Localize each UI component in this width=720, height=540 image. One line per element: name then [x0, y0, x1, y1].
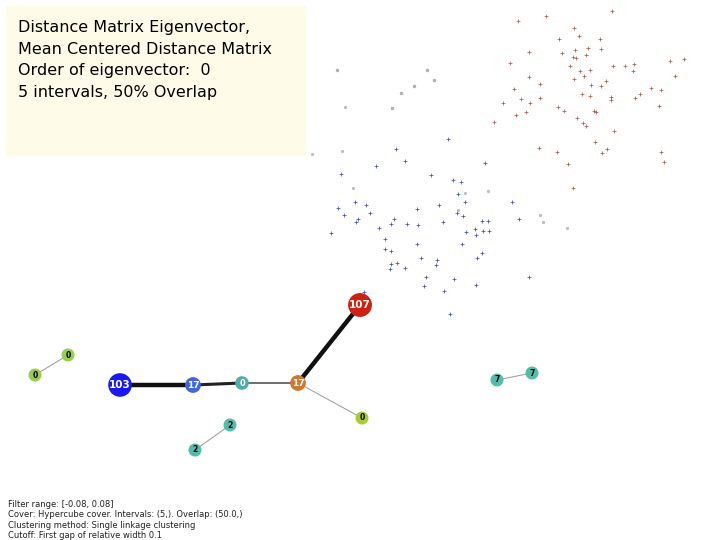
- Point: [385, 260, 397, 269]
- Point: [469, 225, 481, 233]
- Point: [557, 49, 568, 57]
- Text: 17: 17: [292, 379, 305, 388]
- Point: [507, 198, 518, 207]
- Text: Distance Matrix Eigenvector,
Mean Centered Distance Matrix
Order of eigenvector:: Distance Matrix Eigenvector, Mean Center…: [18, 20, 272, 100]
- Point: [595, 149, 607, 158]
- Point: [352, 215, 364, 224]
- Point: [339, 103, 351, 112]
- Point: [595, 45, 607, 53]
- Point: [447, 176, 459, 184]
- Point: [558, 107, 570, 116]
- Point: [608, 126, 620, 135]
- Point: [584, 92, 595, 100]
- Point: [385, 220, 397, 228]
- Text: 0: 0: [239, 379, 245, 388]
- Point: [553, 34, 564, 43]
- Point: [443, 134, 454, 143]
- Point: [679, 55, 690, 64]
- Point: [456, 239, 468, 248]
- Circle shape: [62, 349, 73, 361]
- Point: [399, 157, 410, 165]
- Point: [568, 24, 580, 32]
- Point: [564, 62, 576, 71]
- Text: 17: 17: [186, 381, 199, 389]
- Point: [437, 218, 449, 226]
- Point: [656, 86, 667, 94]
- Point: [535, 93, 546, 102]
- Point: [654, 102, 665, 111]
- Point: [482, 186, 494, 195]
- Point: [477, 227, 489, 235]
- Point: [422, 65, 433, 74]
- Point: [361, 200, 372, 209]
- Point: [577, 90, 588, 99]
- Text: 0: 0: [32, 370, 37, 380]
- Point: [359, 287, 370, 296]
- Text: 7: 7: [495, 375, 500, 384]
- Point: [570, 53, 582, 62]
- Point: [568, 75, 580, 84]
- Point: [520, 108, 531, 117]
- Point: [459, 189, 470, 198]
- Point: [658, 158, 670, 167]
- Point: [461, 227, 472, 236]
- Point: [534, 144, 545, 153]
- Point: [418, 282, 429, 291]
- Circle shape: [491, 374, 503, 386]
- Point: [401, 219, 413, 228]
- Circle shape: [109, 374, 131, 396]
- Text: Filter range: [-0.08, 0.08]
Cover: Hypercube cover. Intervals: (5,). Overlap: (5: Filter range: [-0.08, 0.08] Cover: Hyper…: [8, 500, 243, 540]
- Point: [331, 66, 343, 75]
- Point: [646, 83, 657, 92]
- Point: [523, 273, 535, 281]
- Point: [573, 31, 585, 40]
- Point: [483, 227, 495, 235]
- Point: [409, 82, 420, 91]
- Point: [585, 65, 596, 74]
- Point: [472, 254, 483, 263]
- Point: [373, 224, 384, 232]
- Point: [569, 46, 580, 55]
- Circle shape: [236, 377, 248, 389]
- Point: [488, 117, 500, 126]
- Point: [553, 103, 564, 111]
- Point: [665, 57, 676, 65]
- Point: [588, 106, 600, 115]
- Point: [433, 201, 445, 210]
- Text: 7: 7: [529, 368, 535, 377]
- Point: [619, 62, 631, 71]
- Point: [504, 58, 516, 67]
- Point: [562, 224, 573, 233]
- Point: [476, 217, 487, 225]
- Point: [385, 247, 397, 255]
- Point: [379, 245, 391, 253]
- Text: 2: 2: [192, 446, 197, 455]
- Point: [513, 17, 524, 25]
- Point: [412, 220, 423, 229]
- Point: [349, 197, 361, 206]
- Point: [590, 108, 602, 117]
- Point: [579, 72, 590, 80]
- Point: [351, 218, 362, 226]
- Point: [482, 217, 494, 225]
- Point: [431, 256, 443, 265]
- Point: [513, 215, 525, 224]
- Point: [452, 190, 464, 199]
- Point: [306, 150, 318, 159]
- Circle shape: [189, 444, 201, 456]
- Point: [629, 59, 640, 68]
- Point: [337, 146, 348, 155]
- Point: [410, 204, 422, 213]
- Point: [534, 80, 546, 89]
- Text: 2: 2: [228, 421, 233, 429]
- Circle shape: [526, 367, 538, 379]
- Point: [325, 228, 337, 237]
- Point: [470, 231, 482, 239]
- Point: [655, 147, 667, 156]
- Point: [590, 138, 601, 146]
- Circle shape: [30, 369, 41, 381]
- Point: [420, 272, 431, 281]
- Point: [608, 62, 619, 70]
- Point: [629, 93, 641, 102]
- Point: [594, 35, 606, 44]
